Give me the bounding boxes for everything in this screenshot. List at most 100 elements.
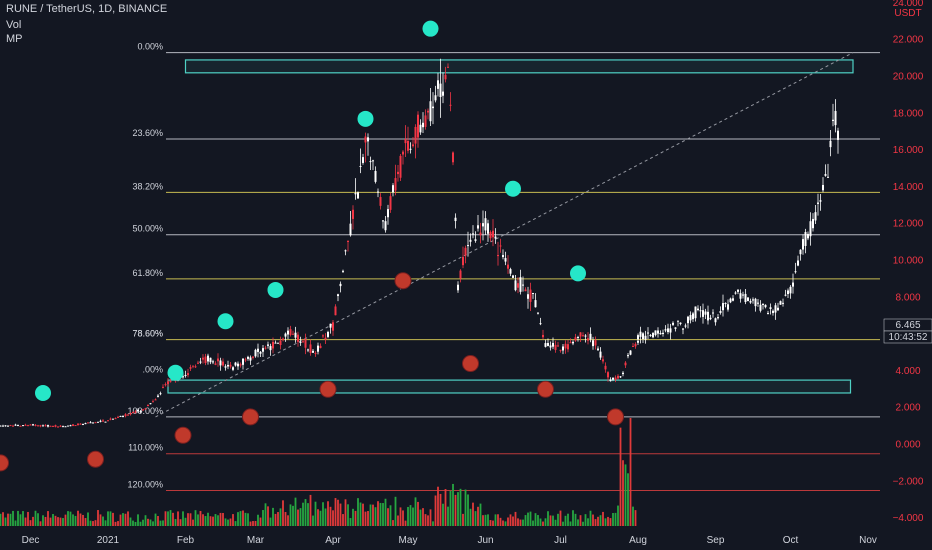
- volume-bar: [107, 511, 109, 526]
- projection-body: [709, 317, 712, 320]
- volume-bar: [62, 518, 64, 526]
- volume-bar: [139, 521, 142, 526]
- candle-body: [349, 223, 352, 236]
- volume-bar: [182, 511, 184, 526]
- volume-bar: [132, 520, 134, 526]
- candle-body: [504, 258, 507, 262]
- volume-bar: [332, 510, 334, 526]
- candle-body: [372, 160, 374, 162]
- volume-bar: [569, 521, 572, 526]
- candle-body: [244, 359, 247, 361]
- candle-body: [219, 360, 222, 366]
- candle-body: [9, 425, 12, 427]
- time-axis[interactable]: Dec 2021 Feb Mar Apr May Jun Jul Aug Sep Oct Nov: [22, 535, 877, 546]
- price-tick-label: 18.000: [893, 108, 924, 119]
- candle-body: [409, 148, 412, 150]
- projection-body: [729, 298, 732, 303]
- price-axis[interactable]: 22.000 20.000 18.000 16.000 14.000 12.000 10.0…: [893, 35, 924, 524]
- fib-retracement[interactable]: 0.00% 23.60% 38.20% 50.00% 61.80% 78.60% 100.0…: [127, 42, 880, 491]
- volume-bar: [102, 516, 104, 526]
- symbol-title[interactable]: RUNE / TetherUS, 1D, BINANCE: [6, 3, 168, 15]
- candle-body: [479, 232, 482, 236]
- time-tick-label: Aug: [629, 535, 647, 546]
- candle-body: [247, 356, 249, 359]
- volume-bar: [432, 521, 434, 526]
- volume-bar: [197, 514, 199, 526]
- candle-body: [369, 161, 372, 163]
- projection-body: [667, 328, 669, 333]
- volume-bar: [254, 520, 257, 526]
- candle-body: [399, 155, 402, 178]
- candle-body: [194, 366, 197, 368]
- candle-body: [112, 418, 114, 420]
- candle-body: [62, 426, 64, 428]
- indicator-vol[interactable]: Vol: [6, 19, 22, 31]
- candle-body: [124, 414, 127, 417]
- volume-bar: [209, 516, 212, 526]
- trend-line[interactable]: [155, 52, 854, 418]
- volume-bar: [547, 511, 549, 526]
- volume-bar: [344, 499, 347, 526]
- volume-bar: [372, 504, 374, 526]
- indicator-mp[interactable]: MP: [6, 33, 23, 45]
- volume-bar: [474, 511, 477, 526]
- candle-body: [104, 421, 107, 423]
- candle-body: [314, 353, 317, 355]
- volume-bar: [614, 512, 617, 526]
- candle-body: [329, 323, 332, 328]
- projection-body: [727, 304, 729, 310]
- candle-body: [77, 423, 79, 426]
- candle-body: [119, 415, 122, 417]
- volume-bar: [32, 516, 34, 526]
- volume-bar: [609, 518, 612, 526]
- volume-bar: [499, 517, 502, 526]
- volume-bar: [217, 515, 219, 526]
- volume-bar: [274, 513, 277, 526]
- volume-bar: [187, 513, 189, 526]
- candle-body: [117, 416, 119, 418]
- candle-body: [609, 379, 612, 382]
- projection-body: [657, 330, 659, 334]
- volume-bar: [314, 501, 317, 526]
- volume-bar: [169, 510, 172, 526]
- volume-bar: [72, 514, 74, 526]
- volume-bar: [244, 512, 247, 526]
- volume-bar: [467, 494, 469, 526]
- volume-bar: [327, 501, 329, 526]
- volume-bar: [247, 513, 249, 526]
- teal-marker: [357, 110, 374, 127]
- volume-bar: [249, 521, 252, 526]
- projection-body: [659, 333, 662, 335]
- candle-body: [629, 350, 632, 355]
- volume-bar: [492, 520, 494, 526]
- projection-body: [724, 302, 727, 304]
- candle-body: [562, 346, 564, 351]
- candle-body: [427, 110, 429, 113]
- zones[interactable]: [167, 59, 854, 394]
- price-tick-label: 14.000: [893, 182, 924, 193]
- projection-body: [767, 312, 769, 314]
- volume-bar: [29, 520, 32, 526]
- candle-body: [324, 337, 327, 340]
- time-tick-label: Jun: [477, 535, 493, 546]
- candle-body: [564, 343, 567, 349]
- candle-body: [102, 420, 104, 422]
- candle-body: [224, 366, 227, 368]
- candle-body: [587, 338, 589, 341]
- candle-body: [502, 255, 504, 258]
- volume-bar: [457, 492, 459, 526]
- candle-body: [519, 277, 522, 292]
- candle-body: [529, 289, 532, 302]
- candle-body: [57, 426, 59, 428]
- candle-body: [579, 332, 582, 337]
- time-tick-label: Mar: [247, 535, 265, 546]
- volume-bar: [0, 513, 2, 526]
- projection-body: [652, 333, 654, 338]
- candle-body: [589, 333, 592, 340]
- projection-body: [654, 330, 657, 336]
- volume-bar: [114, 521, 117, 526]
- candle-body: [262, 348, 264, 352]
- candle-body: [24, 424, 27, 426]
- candle-body: [419, 124, 422, 133]
